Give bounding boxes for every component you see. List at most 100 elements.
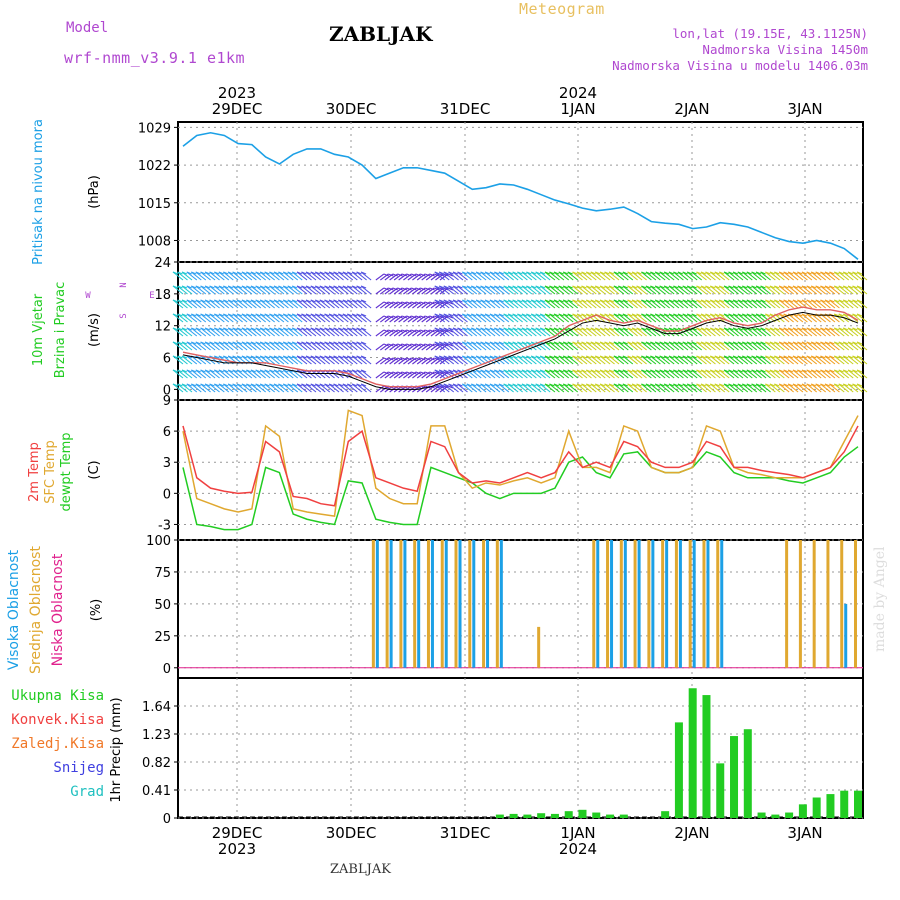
- wind-barb: [310, 355, 322, 365]
- wind-barb-tick: [462, 383, 468, 387]
- wind-barb-tick: [512, 313, 518, 317]
- wind-barb: [645, 369, 657, 379]
- wind-barb: [539, 355, 551, 365]
- wind-barb: [751, 313, 762, 323]
- wind-barb-tick: [705, 313, 711, 317]
- wind-barb: [613, 327, 625, 337]
- wind-barb-tick: [287, 271, 293, 275]
- wind-barb: [232, 369, 243, 379]
- wind-barb-tick: [631, 369, 638, 373]
- wind-barb-tick: [255, 383, 261, 387]
- wind-barb-tick: [503, 313, 509, 317]
- wind-barb: [792, 341, 804, 351]
- wind-barb-tick: [296, 383, 303, 387]
- wind-barb-tick: [650, 383, 656, 387]
- wind-barb: [236, 299, 248, 309]
- mid-cloud-bar: [482, 540, 486, 668]
- high-cloud-bar: [444, 540, 448, 668]
- wind-barb-tick: [338, 383, 344, 387]
- wind-barb-tick: [659, 285, 665, 289]
- wind-barb-tick: [668, 341, 675, 345]
- wind-barb: [769, 355, 781, 365]
- wind-barb-tick: [448, 341, 454, 345]
- wind-barb-tick: [576, 313, 583, 317]
- altitude: Nadmorska Visina 1450m: [702, 42, 868, 57]
- wind-barb: [236, 285, 248, 295]
- wind-barb-tick: [595, 355, 601, 359]
- wind-barb: [246, 341, 257, 351]
- wind-barb-tick: [462, 355, 468, 359]
- wind-barb: [475, 355, 487, 365]
- wind-barb-tick: [526, 341, 532, 345]
- wind-barb-tick: [700, 369, 707, 373]
- wind-barb: [691, 327, 703, 337]
- wind-barb: [820, 285, 831, 295]
- wind-barb-tick: [480, 355, 486, 359]
- wind-barb: [755, 383, 767, 393]
- wind-barb: [503, 383, 514, 393]
- wind-barb: [755, 369, 767, 379]
- wind-barb-tick: [834, 271, 840, 275]
- wind-barb-tick: [347, 383, 353, 387]
- wind-barb-tick: [563, 341, 569, 345]
- wind-barb: [737, 355, 749, 365]
- precip-bar: [826, 794, 835, 818]
- dewpt-line: [182, 446, 859, 531]
- wind-barb-tick: [305, 285, 312, 289]
- wind-barb: [686, 285, 698, 295]
- wind-barb: [590, 355, 602, 365]
- wind-barb: [305, 327, 317, 337]
- wind-barb: [594, 299, 606, 309]
- wind-barb: [622, 313, 634, 323]
- wind-barb-tick: [342, 355, 349, 359]
- wind-barb-tick: [742, 271, 748, 275]
- wind-barb-tick: [847, 299, 854, 303]
- wind-barb: [686, 313, 698, 323]
- wind-barb: [599, 369, 611, 379]
- high-cloud-bar: [637, 540, 641, 668]
- wind-barb-tick: [539, 285, 546, 289]
- wind-barb-tick: [599, 313, 606, 317]
- wind-barb-tick: [227, 285, 234, 289]
- wind-barb: [296, 355, 308, 365]
- wind-barb-tick: [347, 285, 353, 289]
- wind-barb: [755, 271, 767, 281]
- wind-barb-tick: [181, 369, 188, 373]
- wind-barb-tick: [705, 383, 711, 387]
- wind-barb: [585, 369, 597, 379]
- wind-barb-tick: [342, 271, 349, 275]
- wind-barb: [250, 313, 262, 323]
- wind-barb-tick: [433, 301, 440, 305]
- wind-barb-tick: [553, 355, 560, 359]
- wind-barb: [314, 327, 326, 337]
- wind-barb: [769, 369, 781, 379]
- wind-barb-tick: [544, 271, 551, 275]
- wind-barb-tick: [503, 383, 509, 387]
- wind-barb: [521, 285, 533, 295]
- wind-barb-tick: [742, 383, 748, 387]
- wind-barb: [425, 385, 435, 393]
- wind-barb-tick: [356, 299, 362, 303]
- wind-barb-tick: [338, 299, 344, 303]
- wind-barb-tick: [494, 341, 500, 345]
- wind-barb-tick: [563, 383, 569, 387]
- wind-barb-tick: [627, 299, 633, 303]
- wind-barb-tick: [342, 299, 349, 303]
- wind-barb-tick: [443, 299, 449, 303]
- wind-barb-tick: [760, 369, 766, 373]
- wind-barb: [412, 273, 421, 281]
- wind-barb-tick: [797, 369, 803, 373]
- wind-barb-tick: [406, 287, 412, 291]
- wind-barb-tick: [484, 383, 491, 387]
- wind-barb: [209, 285, 220, 295]
- wind-barb-tick: [457, 299, 463, 303]
- wind-barb-tick: [480, 299, 486, 303]
- wind-barb: [599, 299, 611, 309]
- wind-barb-tick: [810, 355, 817, 359]
- wind-barb-tick: [797, 383, 803, 387]
- wind-barb-tick: [333, 341, 339, 345]
- wind-barb-tick: [618, 355, 624, 359]
- wind-barb-tick: [563, 271, 569, 275]
- wind-barb: [389, 315, 398, 323]
- wind-barb-tick: [324, 299, 330, 303]
